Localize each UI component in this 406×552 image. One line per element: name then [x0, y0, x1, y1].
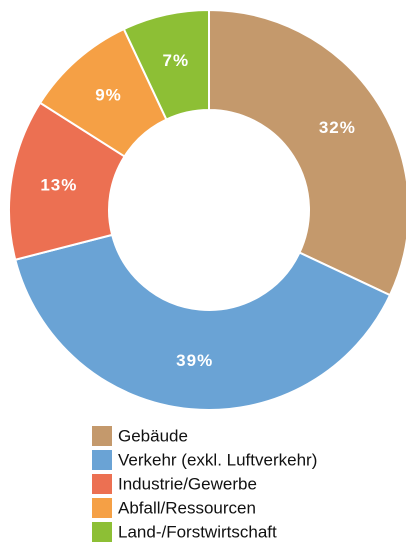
legend-swatch	[92, 522, 112, 542]
legend-swatch	[92, 450, 112, 470]
slice-label: 7%	[163, 51, 190, 70]
legend-label: Industrie/Gewerbe	[118, 474, 257, 493]
legend-swatch	[92, 498, 112, 518]
donut-slice	[122, 8, 210, 121]
legend-label: Abfall/Ressourcen	[118, 498, 256, 517]
slice-label: 9%	[95, 85, 122, 104]
donut-slice	[208, 8, 406, 297]
legend-label: Land-/Forstwirtschaft	[118, 522, 277, 541]
legend-label: Gebäude	[118, 426, 188, 445]
slice-label: 39%	[176, 351, 213, 370]
donut-slice	[14, 233, 392, 411]
legend-label: Verkehr (exkl. Luftverkehr)	[118, 450, 317, 469]
slice-label: 32%	[319, 118, 356, 137]
legend-swatch	[92, 474, 112, 494]
legend-swatch	[92, 426, 112, 446]
slice-label: 13%	[40, 176, 77, 195]
